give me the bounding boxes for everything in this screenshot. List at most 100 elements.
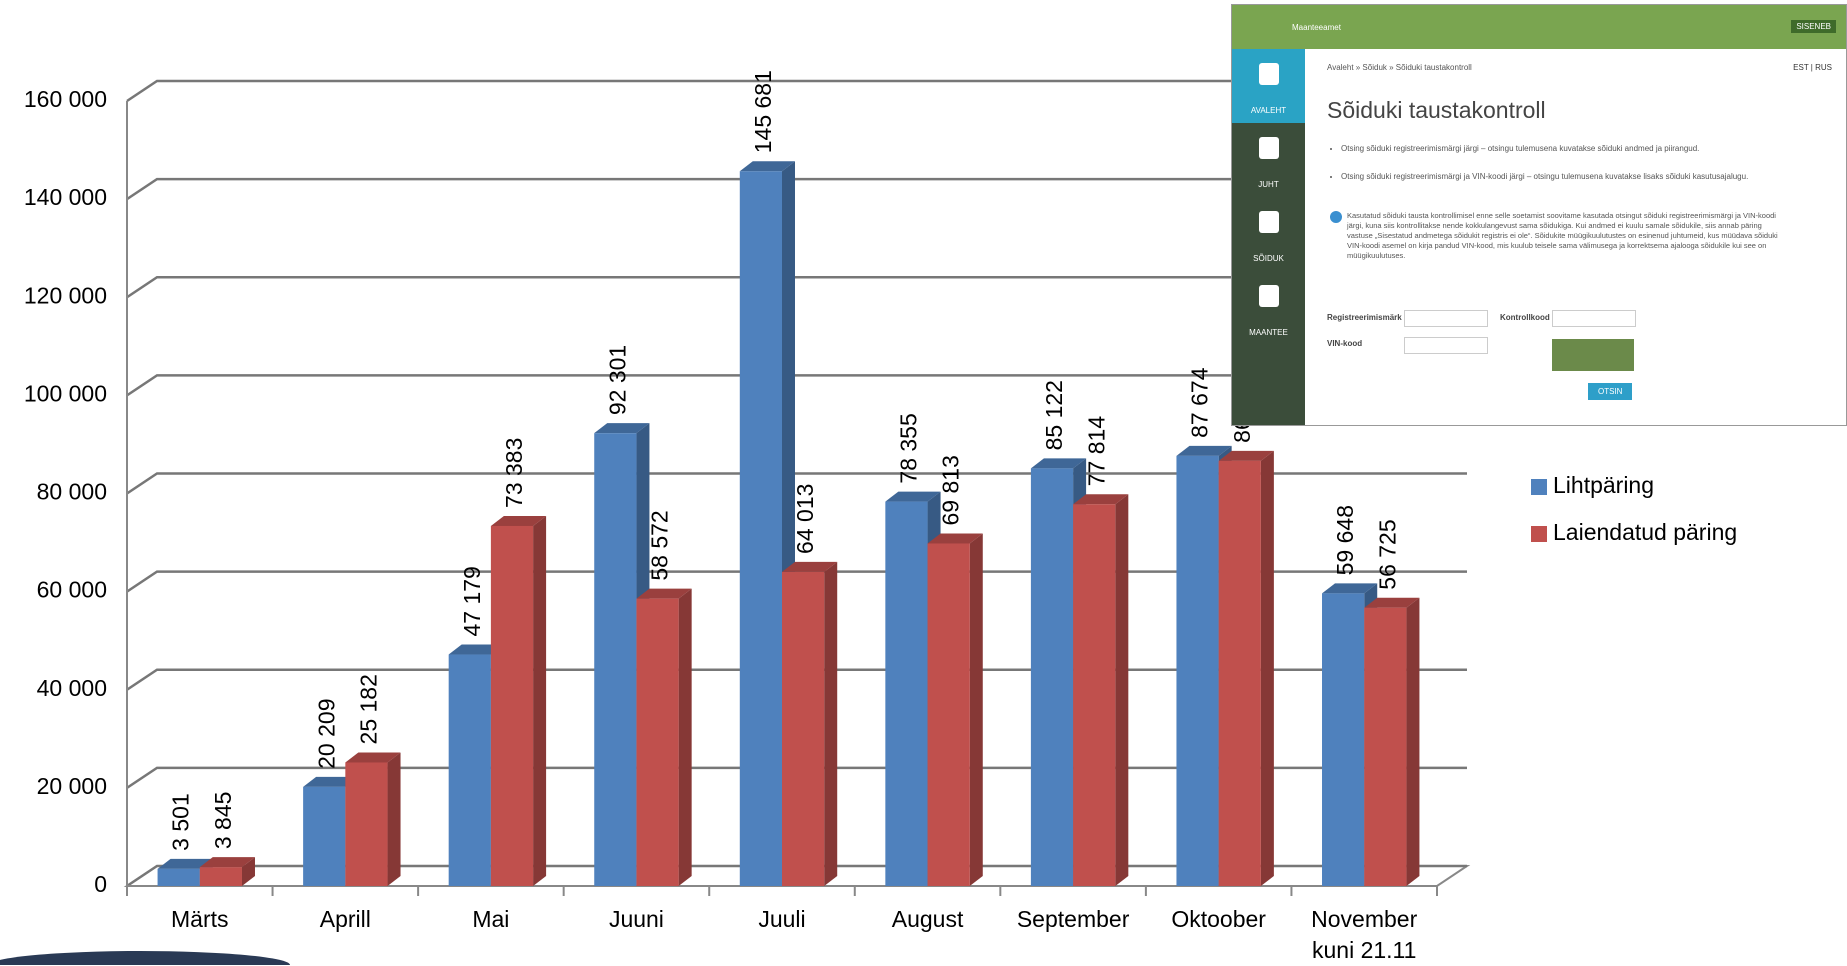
x-tick-label: Mai <box>472 906 510 932</box>
grid-line <box>126 570 1467 593</box>
site-name: Maanteeamet <box>1292 23 1341 32</box>
bar-top <box>1176 445 1232 456</box>
menu-item[interactable]: SÕIDUK <box>1232 197 1305 271</box>
y-tick-label: 60 000 <box>37 577 107 603</box>
bar-top <box>1030 458 1087 469</box>
bar-side <box>241 857 255 886</box>
header: Maanteeamet SISENEB <box>1232 5 1846 49</box>
bar-top <box>1073 494 1129 505</box>
x-tick-label: September <box>1016 906 1130 932</box>
y-tick-label: 80 000 <box>37 479 107 505</box>
value-label: 20 209 <box>313 698 339 768</box>
bar <box>1073 504 1116 886</box>
bar-top <box>448 644 504 655</box>
bar-side <box>969 533 983 886</box>
value-label: 85 122 <box>1041 380 1067 450</box>
icon <box>1259 285 1279 307</box>
bar <box>927 543 970 886</box>
bar-side <box>387 752 401 886</box>
legend-label: Lihtpäring <box>1553 472 1654 498</box>
bar <box>1218 460 1261 886</box>
website-screenshot: Maanteeamet SISENEB AVALEHT JUHT SÕIDUK … <box>1231 4 1847 426</box>
x-tick-label: Juuni <box>608 906 664 932</box>
bar-side <box>678 588 692 886</box>
bar <box>782 571 825 886</box>
bar-side <box>533 515 547 886</box>
bar <box>157 868 200 886</box>
x-tick-label: November kuni 21.11 <box>1311 906 1418 963</box>
menu-label: SÕIDUK <box>1253 254 1284 263</box>
value-label: 73 383 <box>501 438 527 508</box>
bar-top <box>739 161 795 172</box>
breadcrumb: Avaleht » Sõiduk » Sõiduki taustakontrol… <box>1327 63 1472 72</box>
bar-top <box>157 858 213 869</box>
bar-side <box>1406 597 1420 886</box>
y-tick-label: 20 000 <box>37 773 107 799</box>
grid-line <box>126 374 1467 397</box>
bar <box>199 867 242 886</box>
bar-top <box>636 588 692 599</box>
bar-side <box>824 561 838 886</box>
bar <box>303 786 346 886</box>
grid-line <box>126 276 1467 299</box>
value-label: 69 813 <box>938 455 964 525</box>
grid-line <box>126 864 1467 888</box>
value-label: 47 179 <box>459 566 485 636</box>
bar-top <box>345 752 401 763</box>
bar-top <box>1364 597 1420 608</box>
form-label: Kontrollkood <box>1500 313 1550 322</box>
y-tick-label: 140 000 <box>24 184 107 210</box>
y-tick-label: 40 000 <box>37 675 107 701</box>
x-tick-label: Juuli <box>758 906 806 932</box>
input[interactable] <box>1552 310 1636 327</box>
menu-label: MAANTEE <box>1249 328 1288 337</box>
bar <box>1322 593 1365 886</box>
form-label: VIN-kood <box>1327 339 1363 348</box>
bar-top <box>1322 583 1378 594</box>
bar-top <box>199 857 255 868</box>
login-button[interactable]: SISENEB <box>1791 20 1836 33</box>
bullet: Otsing sõiduki registreerimismärgi järgi… <box>1341 141 1821 157</box>
form-label: Registreerimismärk <box>1327 313 1402 322</box>
y-tick-label: 100 000 <box>24 380 107 406</box>
language-switch[interactable]: EST | RUS <box>1793 63 1832 72</box>
value-label: 3 845 <box>210 792 236 850</box>
input[interactable] <box>1404 337 1488 354</box>
menu-item[interactable]: AVALEHT <box>1232 49 1305 123</box>
bar-side <box>1260 450 1274 886</box>
input[interactable] <box>1404 310 1488 327</box>
value-label: 87 674 <box>1187 367 1213 438</box>
bar-top <box>927 533 983 544</box>
bar-top <box>594 423 650 434</box>
value-label: 3 501 <box>168 793 194 851</box>
y-tick-label: 120 000 <box>24 282 107 308</box>
value-label: 25 182 <box>356 674 382 744</box>
x-tick-label: Oktoober <box>1171 906 1266 932</box>
sidebar: AVALEHT JUHT SÕIDUK MAANTEE <box>1232 49 1305 425</box>
bar-top <box>490 515 547 526</box>
bar <box>885 501 928 886</box>
grid-line <box>126 79 1467 103</box>
y-tick-label: 160 000 <box>24 86 107 112</box>
x-tick-label: August <box>891 906 964 932</box>
icon <box>1259 63 1279 85</box>
search-button[interactable]: OTSIN <box>1588 383 1633 400</box>
value-label: 78 355 <box>896 413 922 483</box>
background-image <box>0 951 290 965</box>
icon <box>1259 211 1279 233</box>
icon <box>1259 137 1279 159</box>
info-icon <box>1330 211 1342 223</box>
captcha <box>1552 339 1634 371</box>
menu-item[interactable]: MAANTEE <box>1232 271 1305 345</box>
bar <box>345 762 388 886</box>
bar <box>1176 455 1219 886</box>
bar-side <box>1115 494 1129 886</box>
bar <box>594 433 637 886</box>
x-tick-label: Aprill <box>319 906 371 932</box>
grid-line <box>126 766 1467 789</box>
value-label: 56 725 <box>1374 519 1400 589</box>
menu-label: JUHT <box>1258 180 1279 189</box>
bar <box>448 654 491 886</box>
menu-item[interactable]: JUHT <box>1232 123 1305 197</box>
